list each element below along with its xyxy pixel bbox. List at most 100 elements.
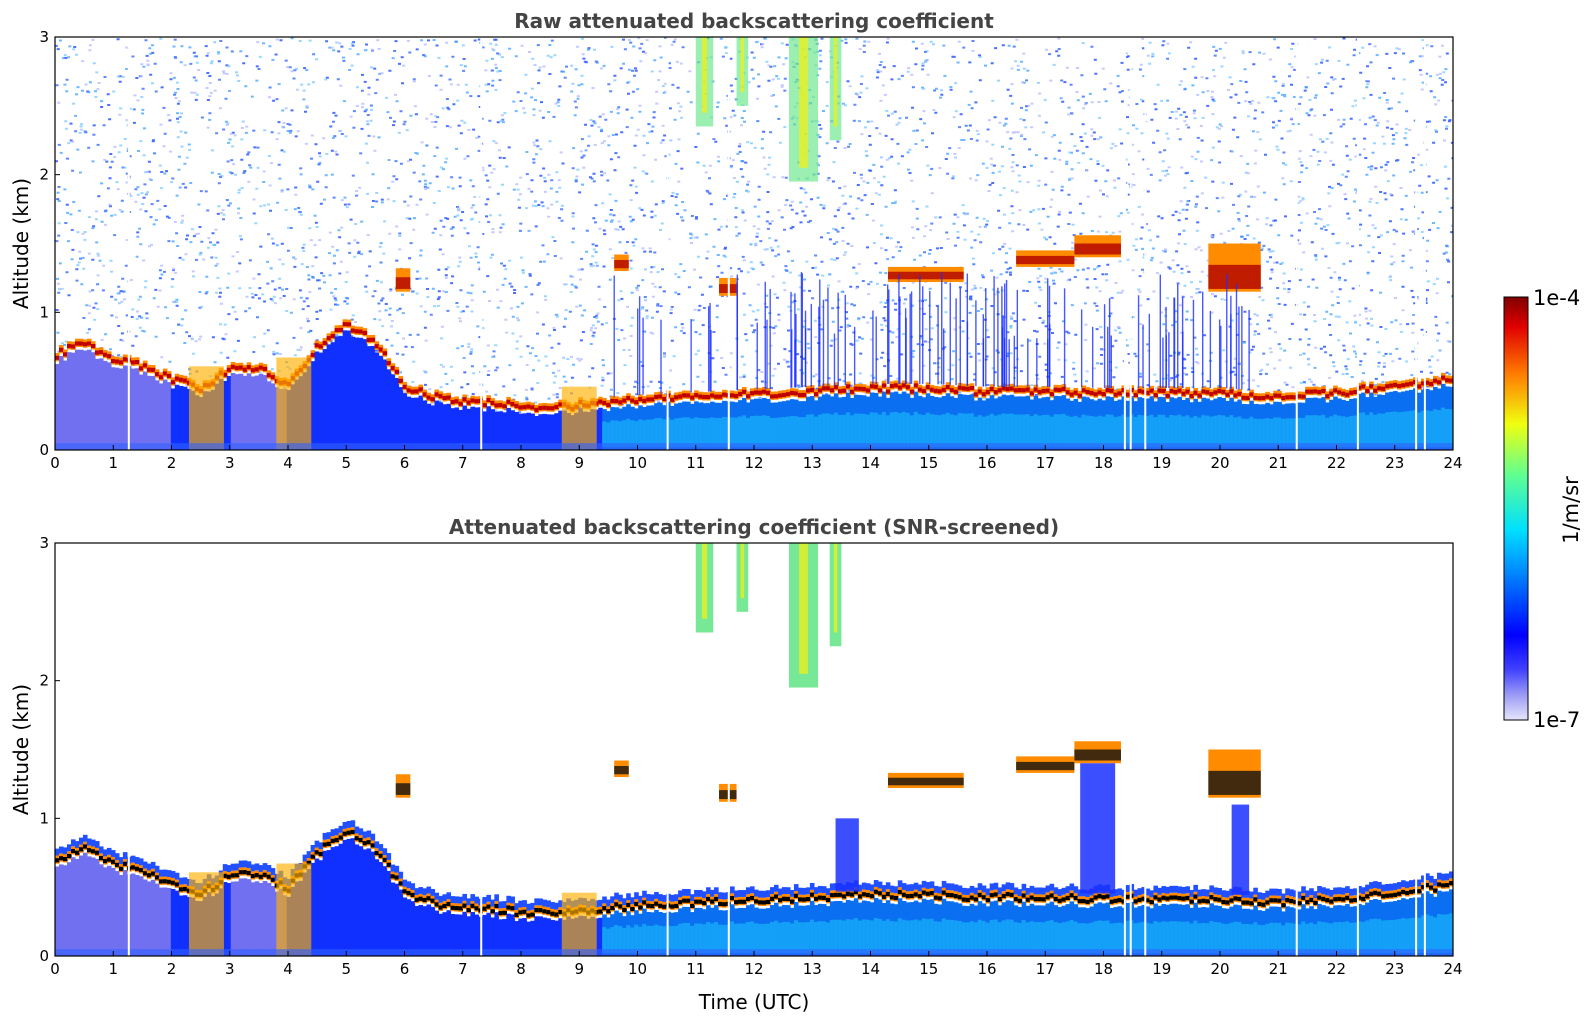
bl-top-core [1365,388,1370,393]
bl-top-core [390,366,396,371]
bl-top-core [162,371,168,376]
bl-top-core [1417,384,1422,389]
bl-top-core [1409,889,1414,894]
bl-top-edge [1029,885,1035,893]
virga-streak [1080,309,1083,388]
bl-top-core [446,901,452,907]
bl-top-core [1221,899,1226,905]
bl-top-core [1393,382,1398,387]
bl-top-core [254,367,260,372]
aerosol-column [414,397,420,450]
aerosol-column-low [750,416,755,448]
bl-top-core [306,860,312,865]
aerosol-column-low [969,921,975,954]
aerosol-column-low [1397,919,1402,954]
aerosol-column-low [885,919,891,954]
bl-top-core [354,329,360,334]
aerosol-column-low [1213,415,1218,448]
bl-top-core [310,854,316,859]
aerosol-column [550,414,555,450]
aerosol-column-low [1325,417,1330,448]
cloud-layer-core [1074,749,1121,761]
bl-top-edge [1345,886,1350,894]
bl-top-edge [1161,886,1167,893]
bl-top-core [1297,901,1302,906]
bl-top-edge [382,848,388,856]
aerosol-column-low [626,925,631,954]
bl-top-core [718,901,723,906]
aerosol-column-low [1289,418,1294,448]
bl-top-edge [742,890,747,897]
bl-top-edge [1117,888,1123,896]
aerosol-column [466,408,472,450]
bl-top-edge [542,899,547,907]
bl-top-edge [606,899,611,907]
bl-top-edge [1065,886,1071,894]
aerosol-column-low [1381,920,1386,954]
bl-top-edge [949,883,955,891]
data-gap [480,543,483,956]
bl-top-edge [1185,886,1190,894]
aerosol-column [78,855,84,956]
bl-top-core [977,389,983,394]
bl-top-core [941,890,947,895]
bl-top-core [1309,389,1314,394]
aerosol-column-low [1449,913,1453,954]
virga-streak [709,302,711,392]
bl-top-edge [630,897,635,905]
aerosol-column [430,906,436,956]
bl-top-core [82,342,88,347]
bl-top-core [1397,891,1402,896]
aerosol-column [266,882,272,956]
bl-top-core [606,909,611,914]
aerosol-column-low [634,421,639,448]
bl-top-core [642,900,647,905]
bl-top-core [1133,899,1139,904]
aerosol-column [310,361,316,450]
bl-top-core [1281,903,1286,908]
aerosol-column [410,901,416,956]
aerosol-column-low [1321,414,1326,448]
aerosol-column-low [853,413,859,448]
bl-top-core [1169,388,1174,394]
x-tick-label: 17 [1036,960,1055,978]
bl-top-core [362,330,368,335]
bl-top-core [1141,896,1147,901]
bl-top-core [1057,898,1063,903]
bl-top-core [957,895,963,900]
aerosol-column-low [1229,415,1234,448]
aerosol-column-low [813,416,819,448]
bl-top-core [1225,392,1230,397]
aerosol-column [142,371,148,450]
bl-top-core [1017,898,1023,903]
bl-top-core [1273,393,1278,398]
bl-top-core [893,895,899,901]
bl-top-core [1093,392,1099,397]
bl-top-core [1157,897,1163,902]
aerosol-column [354,844,360,956]
aerosol-column [334,846,340,956]
virga-streak [1230,314,1232,389]
bl-top-edge [1145,888,1151,896]
aerosol-column [374,352,380,450]
aerosol-column-low [889,921,895,954]
bl-top-core [1381,894,1386,899]
bl-top-core [1041,897,1047,902]
aerosol-column-low [885,415,891,448]
bl-top-core [801,392,807,398]
bl-top-edge [1381,884,1386,892]
x-tick-label: 12 [744,960,763,978]
aerosol-column [358,846,364,956]
aerosol-column-low [833,919,839,954]
aerosol-column-low [662,419,667,448]
aerosol-column [370,851,376,956]
bl-top-core [754,899,759,904]
bl-top-edge [1133,889,1139,897]
virga-streak [756,322,758,390]
bl-top-core [797,897,803,902]
virga-streak [899,296,901,384]
aerosol-column [466,916,472,956]
aerosol-column-low [658,417,663,448]
aerosol-column-low [801,417,807,448]
aerosol-column-low [1425,914,1430,954]
